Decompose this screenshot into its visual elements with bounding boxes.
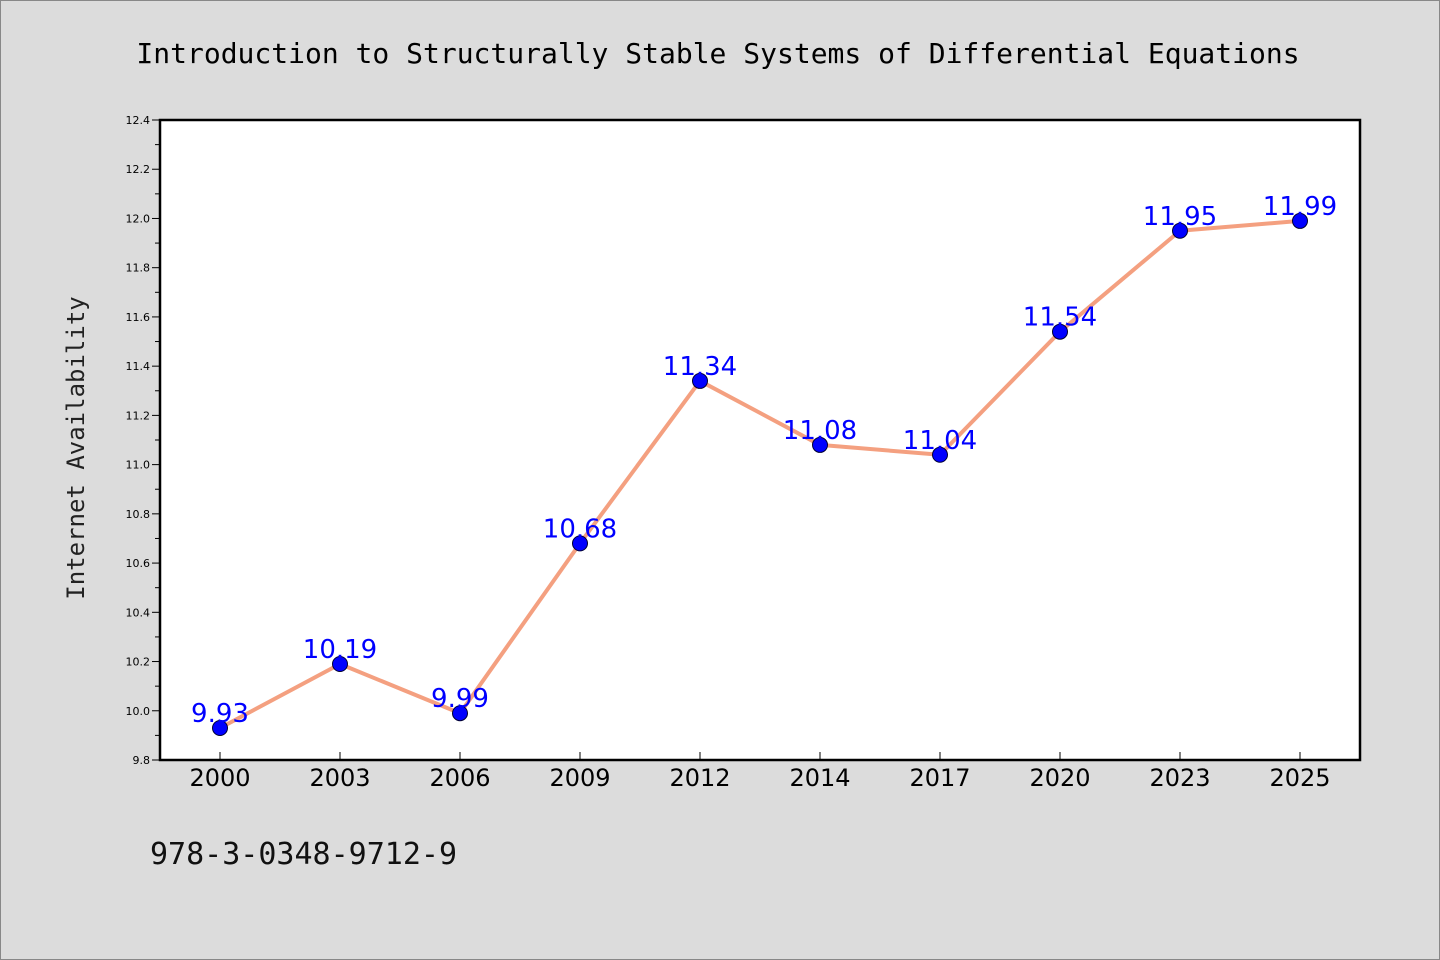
- y-tick-label: 10.2: [126, 656, 151, 669]
- data-label: 11.34: [663, 352, 737, 382]
- data-label: 9.93: [191, 699, 249, 729]
- y-tick-label: 10.4: [126, 606, 151, 619]
- data-label: 11.95: [1143, 202, 1217, 232]
- y-tick-label: 9.8: [133, 754, 151, 767]
- x-tick-label: 2009: [549, 764, 610, 792]
- y-tick-label: 11.6: [126, 311, 151, 324]
- y-tick-label: 12.0: [126, 212, 151, 225]
- x-tick-label: 2006: [429, 764, 490, 792]
- data-point: [1052, 323, 1068, 340]
- chart-title: Introduction to Structurally Stable Syst…: [136, 37, 1299, 70]
- data-point: [1292, 212, 1308, 229]
- data-point: [1172, 222, 1188, 239]
- data-point: [452, 705, 468, 722]
- data-point: [932, 446, 948, 463]
- data-label: 11.99: [1263, 192, 1337, 222]
- x-tick-label: 2003: [309, 764, 370, 792]
- x-tick-label: 2017: [909, 764, 970, 792]
- y-tick-label: 12.4: [126, 114, 151, 127]
- y-axis: 9.8 10.0 10.2 10.4 10.6 10.8 11.0 11.2 11.4 11.6 1…: [126, 114, 160, 767]
- y-tick-label: 10.0: [126, 705, 151, 718]
- data-label: 10.19: [303, 635, 377, 665]
- data-point: [212, 720, 228, 736]
- y-tick-label: 12.2: [126, 163, 151, 176]
- y-tick-label: 10.6: [126, 557, 151, 570]
- data-label: 11.04: [903, 426, 977, 456]
- data-point: [332, 656, 348, 672]
- data-point: [572, 535, 588, 552]
- x-tick-label: 2020: [1029, 764, 1090, 792]
- x-tick-label: 2012: [669, 764, 730, 792]
- y-axis-label: Internet Availability: [62, 296, 90, 599]
- x-tick-label: 2014: [789, 764, 850, 792]
- x-tick-label: 2000: [189, 764, 250, 792]
- series-layer: 9.93 10.19 9.99 10.68 11.34 11.08 11.04 11.54 11…: [191, 192, 1337, 736]
- plot-area: [158, 118, 1362, 762]
- y-tick-label: 11.2: [126, 409, 151, 422]
- y-tick-label: 11.4: [126, 360, 151, 373]
- data-label: 11.54: [1023, 303, 1097, 333]
- data-label: 11.08: [783, 416, 857, 446]
- data-point: [692, 372, 708, 389]
- x-axis: 2000 2003 2006 2009 2012 2014 2017 2020 2023 2025: [189, 752, 1331, 792]
- x-tick-label: 2023: [1149, 764, 1210, 792]
- isbn-text: 978-3-0348-9712-9: [150, 837, 457, 872]
- y-tick-label: 11.0: [126, 459, 151, 472]
- y-tick-label: 11.8: [126, 262, 151, 275]
- y-tick-label: 10.8: [126, 508, 151, 521]
- data-label: 10.68: [543, 514, 617, 544]
- series-line: [218, 218, 1302, 730]
- data-point: [812, 436, 828, 453]
- x-tick-label: 2025: [1269, 764, 1330, 792]
- data-label: 9.99: [431, 684, 489, 714]
